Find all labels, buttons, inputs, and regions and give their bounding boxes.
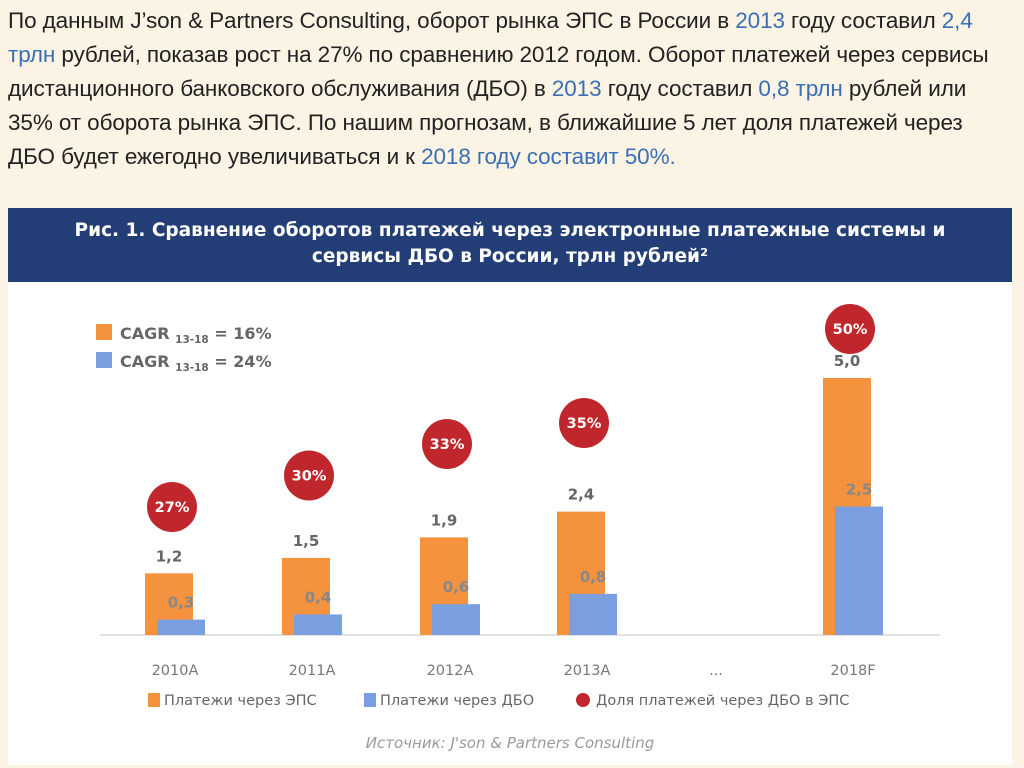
intro-highlight: 2018 году составит 50%. xyxy=(421,144,676,169)
cagr-label-1: CAGR 13-18 = 24% xyxy=(120,352,272,374)
intro-segment: рублей, показав рост на 27% по сравнению… xyxy=(8,42,989,101)
bar-dbo-2018F xyxy=(835,506,883,635)
legend-swatch-dbo xyxy=(364,693,376,707)
legend-swatch-share xyxy=(576,693,590,707)
x-tick-label-2010A: 2010A xyxy=(152,663,199,679)
legend-swatch-eps xyxy=(148,693,160,707)
cagr-swatch-0 xyxy=(96,324,112,340)
share-marker-2011A xyxy=(284,450,334,501)
data-label-eps-2013A: 2,4 xyxy=(568,486,595,504)
data-label-dbo-2011A: 0,4 xyxy=(305,588,332,606)
chart-title: Рис. 1. Сравнение оборотов платежей чере… xyxy=(8,208,1012,282)
cagr-label-0: CAGR 13-18 = 16% xyxy=(120,324,272,346)
intro-highlight: 2013 xyxy=(551,76,602,101)
chart-figure: Рис. 1. Сравнение оборотов платежей чере… xyxy=(8,208,1012,765)
share-label-2013A: 35% xyxy=(567,416,602,432)
share-marker-2012A xyxy=(422,419,472,469)
data-label-eps-2010A: 1,2 xyxy=(156,547,183,565)
x-tick-label-gap: ... xyxy=(709,663,723,679)
data-label-eps-2012A: 1,9 xyxy=(431,511,458,529)
bar-dbo-2010A xyxy=(157,619,205,635)
x-tick-label-2012A: 2012A xyxy=(427,663,474,679)
x-tick-label-2018F: 2018F xyxy=(830,663,875,679)
data-label-eps-2011A: 1,5 xyxy=(293,532,320,550)
legend-label-eps: Платежи через ЭПС xyxy=(164,693,317,709)
legend-label-dbo: Платежи через ДБО xyxy=(380,693,534,709)
share-label-2012A: 33% xyxy=(430,437,465,453)
bar-dbo-2011A xyxy=(294,614,342,635)
intro-highlight: 2,4 трлн xyxy=(8,8,973,67)
intro-segment: году составил xyxy=(784,8,942,33)
chart-source: Источник: J'son & Partners Consulting xyxy=(365,734,655,752)
intro-segment: рублей или 35% от оборота рынка ЭПС. По … xyxy=(8,76,967,169)
bar-dbo-2012A xyxy=(432,604,480,635)
data-label-dbo-2013A: 0,8 xyxy=(580,568,607,586)
chart-title-line-1: Рис. 1. Сравнение оборотов платежей чере… xyxy=(74,220,946,241)
chart-title-line-2: сервисы ДБО в России, трлн рублей² xyxy=(311,246,709,267)
data-label-dbo-2010A: 0,3 xyxy=(168,594,195,612)
share-label-2011A: 30% xyxy=(292,469,327,485)
intro-highlight: 2013 xyxy=(735,8,785,33)
x-tick-label-2011A: 2011A xyxy=(289,663,336,679)
share-marker-2018F xyxy=(825,304,875,354)
share-label-2018F: 50% xyxy=(833,322,868,338)
data-label-dbo-2018F: 2,5 xyxy=(846,481,873,499)
intro-segment: году составил xyxy=(601,76,759,101)
intro-segment: По данным J’son & Partners Consulting, о… xyxy=(8,8,736,33)
intro-highlight: 0,8 трлн xyxy=(758,76,843,101)
share-marker-2013A xyxy=(559,398,609,448)
chart-plot: 1,2 0,3 27% 2010A 1,5 0,4 30% 2011A 1,9 0,6 33% 201… xyxy=(96,304,940,709)
data-label-dbo-2012A: 0,6 xyxy=(443,578,470,596)
intro-text: По данным J’son & Partners Consulting, о… xyxy=(8,4,1013,174)
cagr-swatch-1 xyxy=(96,352,112,368)
share-marker-2010A xyxy=(147,482,197,532)
legend-label-share: Доля платежей через ДБО в ЭПС xyxy=(596,693,849,709)
data-label-eps-2018F: 5,0 xyxy=(834,352,861,370)
share-label-2010A: 27% xyxy=(155,500,190,516)
x-tick-label-2013A: 2013A xyxy=(564,663,611,679)
bar-dbo-2013A xyxy=(569,593,617,635)
